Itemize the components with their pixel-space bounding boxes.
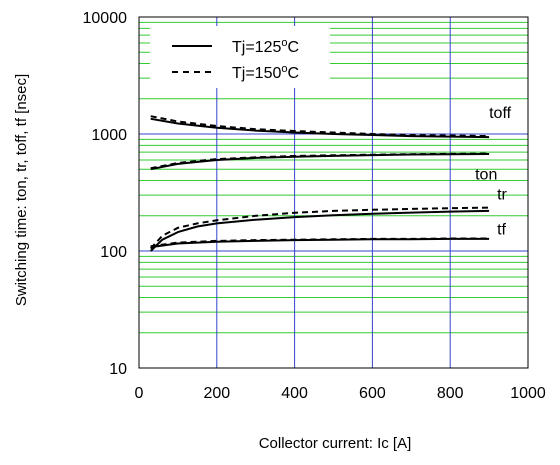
legend-label-unit: C: [288, 39, 300, 56]
y-tick-label: 10000: [83, 10, 128, 27]
curves: [149, 115, 490, 252]
x-tick-label: 1000: [510, 385, 546, 402]
y-tick-label: 10: [109, 361, 127, 378]
x-tick-label: 200: [203, 385, 230, 402]
y-tick-label: 100: [100, 244, 127, 261]
curve-toff-dashed: [150, 115, 490, 138]
legend-label-main: Tj=150: [232, 65, 281, 82]
legend-label-unit: C: [288, 65, 300, 82]
legend-label-tj150: Tj=150oC: [232, 63, 299, 82]
x-axis-label: Collector current: Ic [A]: [259, 435, 412, 452]
legend: Tj=125oC Tj=150oC: [150, 26, 330, 88]
minor-grid: [139, 21, 528, 334]
curve-ton-dashed: [150, 152, 490, 170]
x-tick-label: 800: [437, 385, 464, 402]
curve-label-tr: tr: [497, 187, 507, 204]
degree-superscript: o: [281, 37, 287, 49]
legend-box: [150, 26, 330, 88]
y-tick-label: 1000: [91, 127, 127, 144]
curve-tf-solid: [150, 237, 490, 249]
curve-label-toff: toff: [489, 105, 512, 122]
y-tick-labels: 10 100 1000 10000: [83, 10, 128, 378]
curve-label-ton: ton: [475, 167, 497, 184]
x-tick-labels: 0 200 400 600 800 1000: [135, 385, 546, 402]
x-tick-label: 600: [359, 385, 386, 402]
curve-toff-solid: [150, 117, 490, 139]
curve-tf-dashed: [150, 237, 490, 248]
x-tick-label: 0: [135, 385, 144, 402]
curve-tr-solid: [150, 209, 490, 252]
curve-tr-dashed: [149, 206, 490, 250]
x-tick-label: 400: [281, 385, 308, 402]
legend-label-tj125: Tj=125oC: [232, 37, 299, 56]
degree-superscript: o: [281, 63, 287, 75]
curve-label-tf: tf: [497, 221, 506, 238]
legend-label-main: Tj=125: [232, 39, 281, 56]
y-axis-label: Switching time: ton, tr, toff, tf [nsec]: [13, 74, 30, 306]
plot-frame: [138, 16, 529, 369]
